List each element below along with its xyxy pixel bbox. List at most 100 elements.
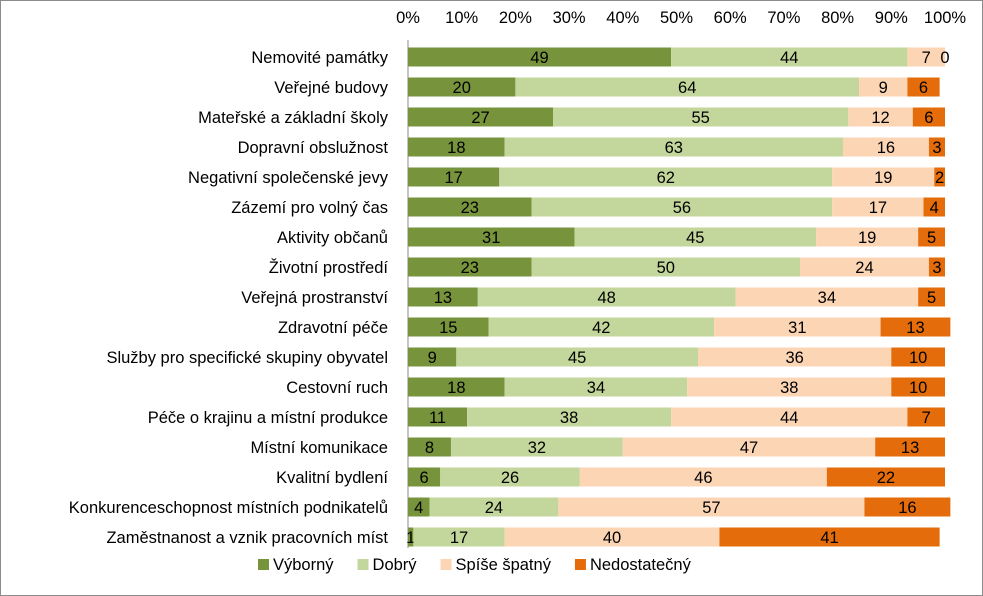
legend-label: Výborný <box>273 556 334 574</box>
data-label: 31 <box>788 319 806 337</box>
bar-segment <box>408 167 500 187</box>
data-label: 5 <box>927 229 936 247</box>
data-label: 19 <box>874 169 892 187</box>
category-label: Aktivity občanů <box>277 229 388 247</box>
category-label: Veřejné budovy <box>274 79 389 97</box>
data-label: 34 <box>587 379 605 397</box>
data-label: 27 <box>471 109 489 127</box>
category-label: Zázemí pro volný čas <box>231 199 388 217</box>
bar-segment <box>891 347 945 367</box>
data-label: 45 <box>568 349 586 367</box>
legend-label: Dobrý <box>373 556 418 574</box>
bar-segment <box>558 497 865 517</box>
category-label: Mateřské a základní školy <box>198 109 389 127</box>
data-label: 5 <box>927 289 936 307</box>
data-label: 44 <box>780 49 798 67</box>
data-label: 48 <box>598 289 616 307</box>
data-label: 62 <box>657 169 675 187</box>
legend-swatch <box>574 559 586 570</box>
category-label: Místní komunikace <box>250 439 388 457</box>
bar-segment <box>912 107 945 127</box>
data-label: 26 <box>501 469 519 487</box>
data-label: 64 <box>678 79 696 97</box>
data-label: 8 <box>425 439 434 457</box>
bar-segment <box>408 407 468 427</box>
bar-segment <box>928 137 945 157</box>
legend-swatch <box>357 559 369 570</box>
data-label: 32 <box>528 439 546 457</box>
data-label: 45 <box>686 229 704 247</box>
x-tick-label: 70% <box>767 9 800 27</box>
bar-segment <box>928 257 945 277</box>
bar-segment <box>891 377 945 397</box>
x-tick-label: 50% <box>660 9 693 27</box>
data-label: 56 <box>673 199 691 217</box>
data-label: 4 <box>414 499 423 517</box>
bar-segment <box>531 197 833 217</box>
x-tick-label: 10% <box>445 9 478 27</box>
data-label: 22 <box>877 469 895 487</box>
data-label: 17 <box>450 529 468 547</box>
bar-segment <box>735 287 919 307</box>
bar-segment <box>907 47 945 67</box>
bar-segment <box>800 257 929 277</box>
bar-segment <box>499 167 833 187</box>
bar-segment <box>408 257 532 277</box>
bar-segment <box>450 437 623 457</box>
bar-segment <box>880 317 951 337</box>
data-label: 57 <box>702 499 720 517</box>
bar-segment <box>408 437 451 457</box>
data-label: 3 <box>932 259 941 277</box>
bar-segment <box>429 497 559 517</box>
bar-segment <box>832 197 924 217</box>
data-label: 50 <box>657 259 675 277</box>
data-label: 34 <box>818 289 836 307</box>
legend-label: Nedostatečný <box>590 556 692 574</box>
bar-segment <box>859 77 908 97</box>
data-label: 1 <box>406 529 415 547</box>
category-label: Konkurenceschopnost místních podnikatelů <box>69 499 388 517</box>
data-label: 38 <box>780 379 798 397</box>
x-tick-label: 30% <box>553 9 586 27</box>
bar-segment <box>579 467 827 487</box>
bar-segment <box>408 347 457 367</box>
legend-label: Spíše špatný <box>456 556 552 574</box>
data-label: 18 <box>447 379 465 397</box>
data-label: 46 <box>694 469 712 487</box>
data-label: 13 <box>434 289 452 307</box>
bar-segment <box>477 287 736 307</box>
data-label: 3 <box>932 139 941 157</box>
data-label: 42 <box>592 319 610 337</box>
data-label: 41 <box>820 529 838 547</box>
bar-segment <box>875 437 945 457</box>
bar-segment <box>408 137 505 157</box>
bar-segment <box>504 527 720 547</box>
bar-segment <box>504 137 843 157</box>
bar-segment <box>934 167 945 187</box>
data-label: 7 <box>922 49 931 67</box>
data-label: 13 <box>906 319 924 337</box>
bar-segment <box>687 377 892 397</box>
category-label: Veřejná prostranství <box>241 289 388 307</box>
bar-segment <box>923 197 945 217</box>
data-label: 10 <box>909 379 927 397</box>
bar-segment <box>531 257 801 277</box>
bar-segment <box>408 77 516 97</box>
bar-segment <box>413 527 505 547</box>
data-label: 55 <box>691 109 709 127</box>
bar-segment <box>504 377 688 397</box>
data-label: 6 <box>924 109 933 127</box>
category-label: Životní prostředí <box>269 258 389 277</box>
bar-segment <box>440 467 580 487</box>
data-label: 2 <box>935 169 944 187</box>
data-label: 12 <box>871 109 889 127</box>
bar-segment <box>816 227 919 247</box>
data-label: 20 <box>453 79 471 97</box>
data-label: 9 <box>428 349 437 367</box>
bar-segment <box>408 377 505 397</box>
bar-segment <box>918 287 945 307</box>
data-label: 15 <box>439 319 457 337</box>
data-label: 44 <box>780 409 798 427</box>
bar-segment <box>408 227 575 247</box>
